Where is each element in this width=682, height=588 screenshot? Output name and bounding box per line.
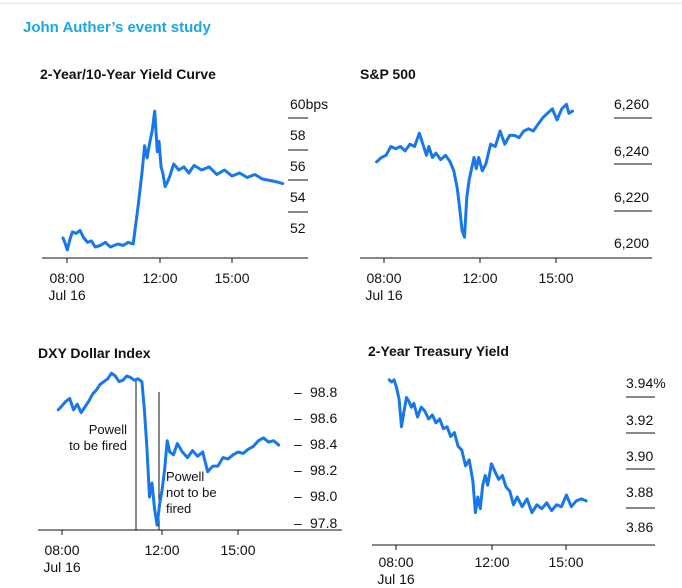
sp500-y-tick-label: 6,220 xyxy=(614,189,649,205)
yield-curve-y-tick-label: 52 xyxy=(290,220,306,236)
dxy-y-tick-mark: – xyxy=(294,462,302,478)
dxy-y-tick-label: 98.6 xyxy=(310,410,337,426)
two-year-yield-x-tick-label: 15:00 xyxy=(548,554,583,570)
dxy-x-tick-label: 12:00 xyxy=(144,542,179,558)
dxy-y-tick-label: 98.0 xyxy=(310,488,337,504)
top-rule xyxy=(0,3,682,4)
two-year-yield-title: 2-Year Treasury Yield xyxy=(368,343,509,359)
two-year-yield-y-tick-label: 3.88 xyxy=(626,484,653,500)
two-year-yield-y-tick-label: 3.90 xyxy=(626,448,653,464)
two-year-yield-y-tick-label: 3.94% xyxy=(626,375,666,391)
dxy-y-tick-mark: – xyxy=(294,384,302,400)
powell-fired-annotation: Powell xyxy=(89,422,127,437)
sp500-x-tick-label: 15:00 xyxy=(538,270,573,286)
yield-curve-y-tick-label: 54 xyxy=(290,189,306,205)
dxy-y-tick-mark: – xyxy=(294,410,302,426)
powell-fired-annotation: to be fired xyxy=(69,438,127,453)
powell-not-fired-annotation: not to be xyxy=(166,485,217,500)
sp500-x-tick-label: 12:00 xyxy=(462,270,497,286)
yield-curve-y-tick-label: 56 xyxy=(290,158,306,174)
dxy-y-tick-label: 98.8 xyxy=(310,384,337,400)
yield-curve-title: 2-Year/10-Year Yield Curve xyxy=(40,66,216,82)
yield-curve-series-line xyxy=(61,109,285,252)
powell-not-fired-annotation: Powell xyxy=(166,469,204,484)
powell-not-fired-annotation: fired xyxy=(166,501,191,516)
two-year-yield-x-tick-label: 08:00 xyxy=(378,554,413,570)
two-year-yield-series-line xyxy=(387,378,588,515)
yield-curve-x-tick-label: 12:00 xyxy=(142,270,177,286)
two-year-yield-y-tick-label: 3.92 xyxy=(626,412,653,428)
two-year-yield-x-sublabel: Jul 16 xyxy=(377,571,415,587)
yield-curve-x-tick-label: 15:00 xyxy=(214,270,249,286)
dxy-y-tick-mark: – xyxy=(294,488,302,504)
sp500-y-tick-label: 6,200 xyxy=(614,235,649,251)
dxy-x-tick-label: 08:00 xyxy=(44,542,79,558)
dxy-x-tick-label: 15:00 xyxy=(220,542,255,558)
dxy-y-tick-label: 97.8 xyxy=(310,515,337,531)
yield-curve-x-sublabel: Jul 16 xyxy=(48,287,86,303)
dxy-y-tick-mark: – xyxy=(294,515,302,531)
dxy-series-line xyxy=(56,371,281,527)
dxy-y-tick-label: 98.4 xyxy=(310,436,337,452)
sp500-x-tick-label: 08:00 xyxy=(366,270,401,286)
sp500-x-sublabel: Jul 16 xyxy=(365,287,403,303)
yield-curve-y-tick-label: 60bps xyxy=(290,96,328,112)
dxy-x-sublabel: Jul 16 xyxy=(43,559,81,575)
sp500-series-line xyxy=(375,102,574,239)
sp500-y-tick-label: 6,260 xyxy=(614,96,649,112)
sp500-title: S&P 500 xyxy=(360,66,416,82)
yield-curve-y-tick-label: 58 xyxy=(290,127,306,143)
page-heading: John Auther’s event study xyxy=(23,19,211,36)
yield-curve-x-tick-label: 08:00 xyxy=(49,270,84,286)
two-year-yield-y-tick-label: 3.86 xyxy=(626,519,653,535)
two-year-yield-x-tick-label: 12:00 xyxy=(474,554,509,570)
dxy-title: DXY Dollar Index xyxy=(38,345,151,361)
sp500-y-tick-label: 6,240 xyxy=(614,143,649,159)
dxy-y-tick-mark: – xyxy=(294,436,302,452)
dxy-y-tick-label: 98.2 xyxy=(310,462,337,478)
